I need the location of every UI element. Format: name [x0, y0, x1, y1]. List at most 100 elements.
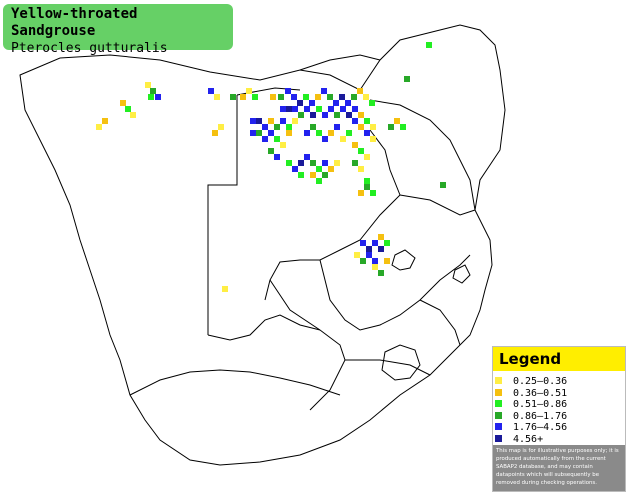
occurrence-cell	[298, 112, 304, 118]
occurrence-cell	[246, 88, 252, 94]
occurrence-cell	[304, 106, 310, 112]
occurrence-cell	[378, 246, 384, 252]
occurrence-cell	[346, 112, 352, 118]
occurrence-cell	[145, 82, 151, 88]
occurrence-cell	[240, 94, 246, 100]
occurrence-cell	[322, 160, 328, 166]
sa-eastern-cape	[345, 359, 431, 376]
sa-northwest	[319, 254, 471, 331]
occurrence-cell	[291, 94, 297, 100]
occurrence-cell	[363, 94, 369, 100]
occurrence-cell	[250, 130, 256, 136]
occurrence-cell	[369, 100, 375, 106]
occurrence-cell	[309, 100, 315, 106]
lesotho	[381, 344, 421, 381]
occurrence-cell	[400, 124, 406, 130]
occurrence-cell	[328, 106, 334, 112]
occurrence-cell	[280, 142, 286, 148]
legend-swatch	[495, 388, 502, 396]
occurrence-cell	[316, 166, 322, 172]
occurrence-cell	[292, 166, 298, 172]
occurrence-cell	[304, 130, 310, 136]
occurrence-cell	[274, 154, 280, 160]
occurrence-cell	[270, 94, 276, 100]
occurrence-cell	[378, 270, 384, 276]
occurrence-cell	[310, 112, 316, 118]
namibia-botswana-border	[207, 95, 238, 335]
occurrence-cell	[334, 112, 340, 118]
occurrence-cell	[268, 148, 274, 154]
occurrence-cell	[150, 88, 156, 94]
occurrence-cell	[212, 130, 218, 136]
occurrence-cell	[351, 94, 357, 100]
occurrence-cell	[358, 166, 364, 172]
occurrence-cell	[304, 154, 310, 160]
occurrence-cell	[208, 88, 214, 94]
occurrence-cell	[360, 240, 366, 246]
legend-swatch	[495, 400, 502, 407]
occurrence-cell	[316, 178, 322, 184]
occurrence-cell	[252, 94, 258, 100]
occurrence-cell	[102, 118, 108, 124]
occurrence-cell	[340, 136, 346, 142]
occurrence-cell	[370, 124, 376, 130]
occurrence-cell	[357, 88, 363, 94]
occurrence-cell	[388, 124, 394, 130]
occurrence-cell	[358, 112, 364, 118]
occurrence-cell	[354, 252, 360, 258]
title-box: Yellow-throated Sandgrouse Pterocles gut…	[3, 4, 233, 56]
occurrence-cell	[268, 118, 274, 124]
legend-row: 0.25–0.36	[493, 375, 625, 388]
legend-disclaimer: This map is for illustrative purposes on…	[493, 445, 625, 491]
occurrence-cell	[384, 258, 390, 264]
occurrence-cell	[404, 76, 410, 82]
occurrence-cell	[345, 100, 351, 106]
occurrence-cell	[327, 94, 333, 100]
occurrence-cell	[322, 172, 328, 178]
legend-row: 4.56+	[493, 433, 625, 446]
occurrence-cell	[230, 94, 236, 100]
occurrence-cell	[278, 94, 284, 100]
occurrence-cell	[364, 154, 370, 160]
occurrence-cell	[286, 130, 292, 136]
occurrence-cell	[262, 124, 268, 130]
occurrence-cell	[292, 118, 298, 124]
occurrence-cell	[358, 148, 364, 154]
occurrence-cell	[384, 240, 390, 246]
kzn-border	[419, 299, 461, 346]
occurrence-cell	[334, 124, 340, 130]
occurrence-cell	[285, 88, 291, 94]
legend-swatch	[495, 434, 502, 442]
occurrence-cell	[298, 172, 304, 178]
legend-label: 1.76–4.56	[513, 422, 568, 433]
occurrence-cell	[352, 106, 358, 112]
legend-swatch	[495, 423, 502, 430]
occurrence-cell	[256, 118, 262, 124]
occurrence-cell	[262, 136, 268, 142]
occurrence-cell	[360, 258, 366, 264]
gauteng	[391, 249, 416, 271]
legend-swatch	[495, 377, 502, 384]
occurrence-cell	[370, 190, 376, 196]
occurrence-cell	[339, 94, 345, 100]
occurrence-cell	[340, 106, 346, 112]
occurrence-cell	[286, 106, 292, 112]
occurrence-cells	[96, 42, 446, 292]
occurrence-cell	[297, 100, 303, 106]
occurrence-cell	[366, 246, 372, 252]
occurrence-cell	[346, 130, 352, 136]
species-scientific-name: Pterocles gutturalis	[11, 41, 168, 56]
occurrence-cell	[120, 100, 126, 106]
legend-label: 0.36–0.51	[513, 387, 568, 399]
occurrence-cell	[364, 184, 370, 190]
occurrence-cell	[125, 106, 131, 112]
occurrence-cell	[256, 130, 262, 136]
occurrence-cell	[364, 130, 370, 136]
occurrence-cell	[364, 178, 370, 184]
occurrence-cell	[328, 130, 334, 136]
occurrence-cell	[352, 160, 358, 166]
occurrence-cell	[310, 124, 316, 130]
occurrence-cell	[286, 160, 292, 166]
occurrence-cell	[322, 136, 328, 142]
